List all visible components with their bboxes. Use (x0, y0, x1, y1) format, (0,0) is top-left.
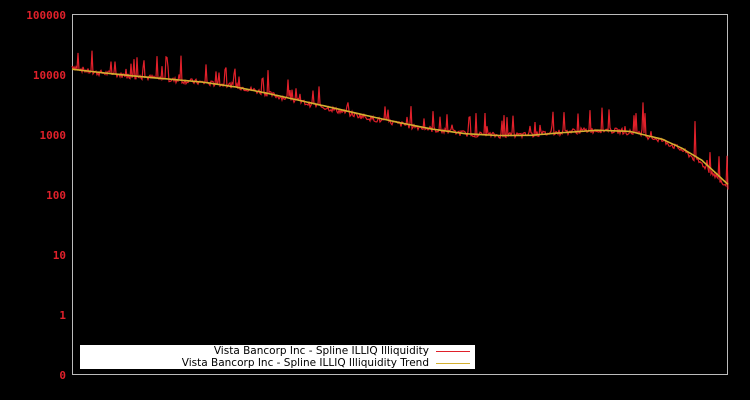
legend-item-trend: Vista Bancorp Inc - Spline ILLIQ Illiqui… (182, 357, 475, 369)
legend-label-trend: Vista Bancorp Inc - Spline ILLIQ Illiqui… (181, 357, 429, 369)
legend-swatch-trend (436, 362, 470, 364)
legend-swatch-series (436, 350, 470, 352)
y-tick-label: 1 (59, 309, 66, 322)
y-tick-label: 0 (59, 369, 66, 382)
chart-legend: Vista Bancorp Inc - Spline ILLIQ Illiqui… (80, 345, 475, 369)
y-tick-label: 1000 (40, 129, 67, 142)
legend-label-series: Vista Bancorp Inc - Spline ILLIQ Illiqui… (213, 345, 429, 357)
illiquidity-trend-line (71, 68, 729, 185)
y-tick-label: 100 (46, 189, 66, 202)
y-tick-label: 10 (53, 249, 66, 262)
plot-frame (72, 14, 728, 375)
y-tick-label: 100000 (26, 9, 66, 22)
legend-item-series: Vista Bancorp Inc - Spline ILLIQ Illiqui… (214, 345, 475, 357)
y-tick-label: 10000 (33, 69, 66, 82)
